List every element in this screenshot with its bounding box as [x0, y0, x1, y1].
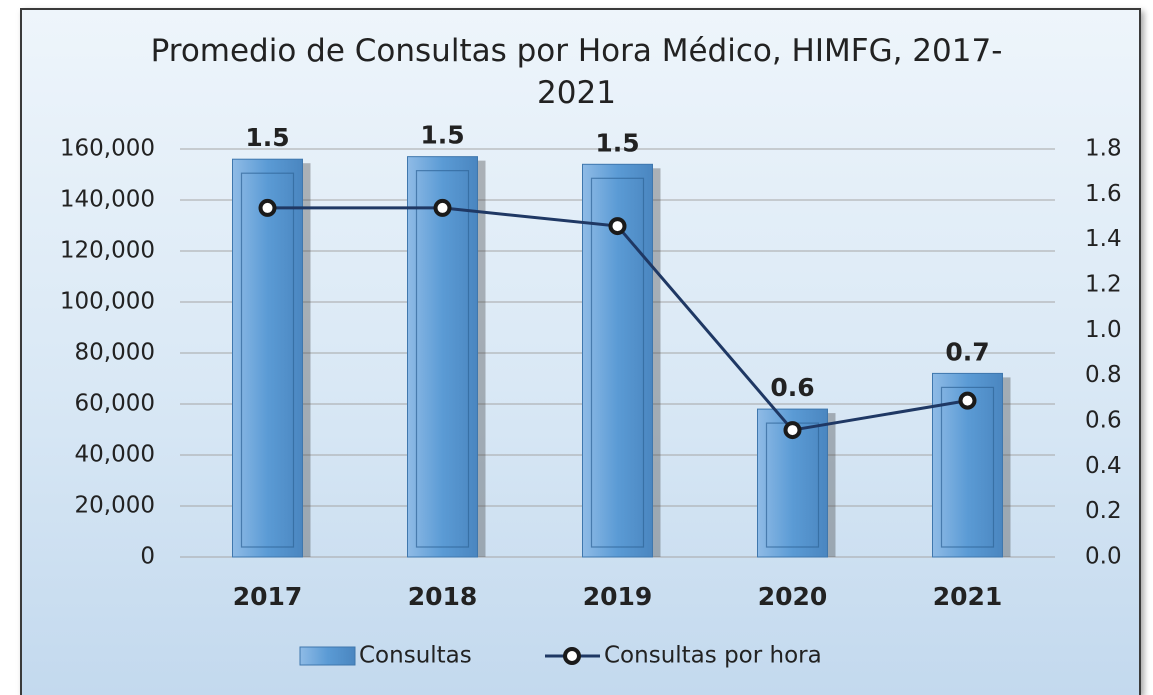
- y2-tick-label: 1.2: [1085, 272, 1122, 298]
- y-tick-label: 120,000: [60, 238, 155, 264]
- bar-shadow: [652, 168, 661, 558]
- bar-bevel: [590, 177, 645, 548]
- y2-tick-label: 0.0: [1085, 544, 1122, 570]
- y2-tick-label: 0.6: [1085, 408, 1122, 434]
- chart-title: Promedio de Consultas por Hora Médico, H…: [150, 33, 1003, 111]
- bar-shadow: [1002, 377, 1011, 557]
- bar: [407, 156, 478, 558]
- line-marker: [433, 198, 452, 217]
- x-tick-label: 2018: [408, 582, 478, 611]
- line-marker: [783, 421, 802, 440]
- y2-tick-label: 0.2: [1085, 498, 1122, 524]
- y-tick-label: 140,000: [60, 187, 155, 213]
- y-tick-label: 40,000: [75, 442, 155, 468]
- data-label: 1.5: [595, 128, 639, 157]
- y2-tick-label: 1.8: [1085, 136, 1122, 162]
- data-label: 0.6: [770, 373, 814, 402]
- y-tick-label: 20,000: [75, 493, 155, 519]
- line-marker: [608, 217, 627, 236]
- y2-tick-label: 0.8: [1085, 362, 1122, 388]
- bar-shadow: [827, 413, 836, 557]
- bar-shadow: [477, 160, 486, 557]
- chart-frame: [20, 8, 1141, 695]
- y-tick-label: 80,000: [75, 340, 155, 366]
- legend-label: Consultas por hora: [604, 643, 822, 669]
- y-tick-label: 60,000: [75, 391, 155, 417]
- y-tick-label: 100,000: [60, 289, 155, 315]
- bar-bevel: [415, 170, 470, 548]
- legend-marker: [563, 647, 581, 665]
- x-tick-label: 2021: [933, 582, 1003, 611]
- y2-tick-label: 1.6: [1085, 181, 1122, 207]
- y2-tick-label: 0.4: [1085, 453, 1122, 479]
- line-marker: [958, 391, 977, 410]
- line-marker: [258, 198, 277, 217]
- bar-shadow: [302, 163, 311, 557]
- bar: [232, 158, 303, 558]
- y2-tick-label: 1.0: [1085, 317, 1122, 343]
- legend-label: Consultas: [359, 643, 472, 669]
- legend-swatch: [299, 646, 356, 666]
- y-tick-label: 160,000: [60, 136, 155, 162]
- x-tick-label: 2017: [233, 582, 303, 611]
- data-label: 0.7: [945, 337, 989, 366]
- y2-tick-label: 1.4: [1085, 226, 1122, 252]
- y-tick-label: 0: [140, 544, 155, 570]
- x-tick-label: 2019: [583, 582, 653, 611]
- bar-bevel: [240, 172, 295, 548]
- bar-bevel: [940, 386, 995, 548]
- x-tick-label: 2020: [758, 582, 828, 611]
- data-label: 1.5: [245, 123, 289, 152]
- data-label: 1.5: [420, 121, 464, 150]
